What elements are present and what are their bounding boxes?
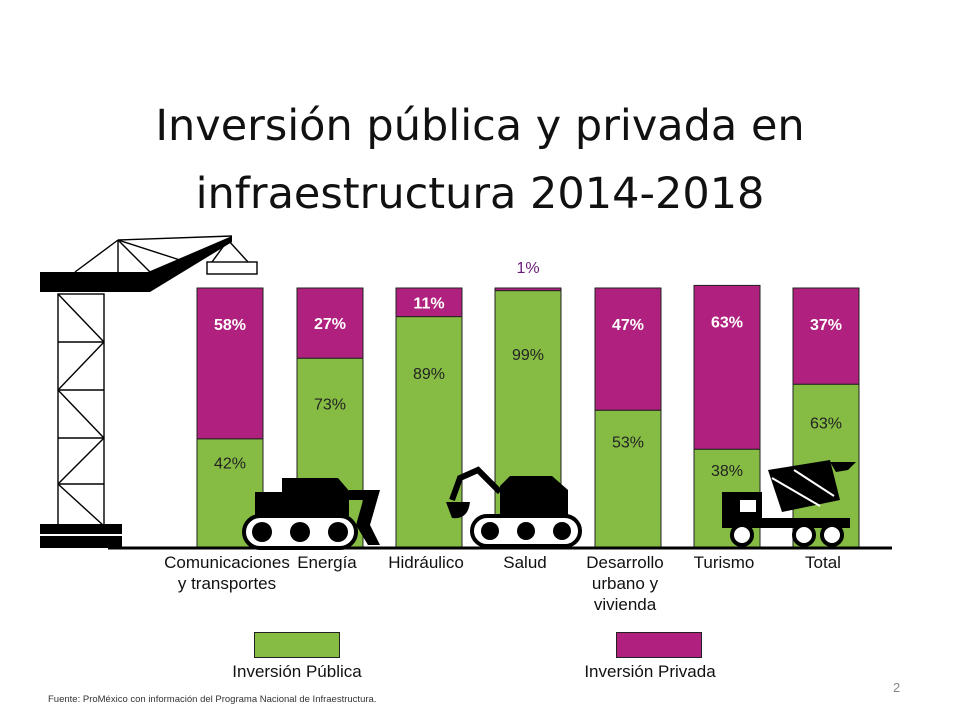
bar-privada-5 [693,284,761,450]
label-publica-2: 89% [413,366,445,383]
legend-swatch-publica [254,632,340,658]
legend-label-privada: Inversión Privada [584,662,716,681]
label-publica-4: 53% [612,434,644,451]
label-publica-0: 42% [214,455,246,472]
page-number: 2 [893,680,901,695]
label-publica-6: 63% [810,415,842,432]
title-line-2: infraestructura 2014-2018 [195,169,765,219]
legend-swatch-privada [616,632,702,658]
source-note: Fuente: ProMéxico con información del Pr… [48,694,377,705]
category-label-3: Salud [503,553,546,572]
label-publica-3: 99% [512,347,544,364]
slide-title: Inversión pública y privada en infraestr… [80,92,880,228]
bar-privada-2 [395,287,463,318]
category-label-6: Total [805,553,841,572]
tower-crane-icon [40,235,258,548]
label-privada-6: 37% [810,317,842,334]
excavator-icon [446,466,582,548]
title-line-1: Inversión pública y privada en [155,101,805,151]
category-label-5: Turismo [694,553,755,572]
category-labels: Comunicaciones y transportes Energía Hidráu… [164,553,841,614]
bar-privada-6 [792,287,860,385]
bar-privada-1 [296,287,364,359]
label-privada-5: 63% [711,314,743,331]
label-privada-3: 1% [516,260,539,277]
label-publica-5: 38% [711,463,743,480]
bar-privada-3 [494,287,562,292]
category-label-1: Energía [297,553,357,572]
legend-label-publica: Inversión Pública [232,662,362,681]
bulldozer-icon [242,478,380,550]
label-privada-1: 27% [314,316,346,333]
category-label-4: Desarrollo urbano y vivienda [586,553,663,614]
bar-publica-4 [594,409,662,549]
bar-privada-0 [196,287,264,440]
category-label-0: Comunicaciones y transportes [164,553,290,593]
label-privada-0: 58% [214,317,246,334]
bar-privada-4 [594,287,662,411]
category-label-2: Hidráulico [388,553,464,572]
cement-mixer-truck-icon [722,460,856,547]
label-privada-4: 47% [612,317,644,334]
label-privada-2: 11% [413,295,444,312]
label-publica-1: 73% [314,396,346,413]
